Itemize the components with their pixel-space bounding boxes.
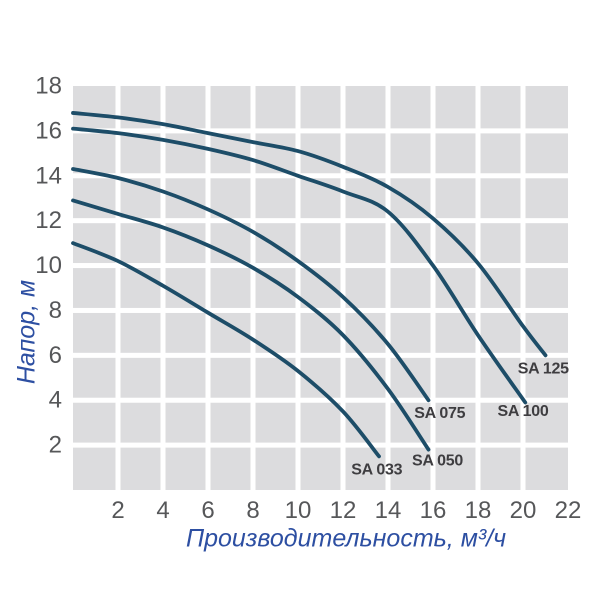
x-tick-label: 6 — [201, 497, 214, 524]
y-tick-label: 16 — [35, 117, 62, 144]
x-tick-label: 8 — [246, 497, 259, 524]
y-tick-label: 6 — [49, 342, 62, 369]
gridline-horizontal — [73, 128, 568, 134]
plot-area — [73, 86, 568, 490]
x-tick-label: 20 — [510, 497, 537, 524]
y-tick-label: 12 — [35, 207, 62, 234]
gridline-vertical — [430, 86, 436, 490]
curve-sa-033 — [71, 241, 381, 459]
y-tick-label: 4 — [49, 387, 62, 414]
x-tick-label: 18 — [465, 497, 492, 524]
x-tick-label: 22 — [555, 497, 582, 524]
gridline-horizontal — [73, 173, 568, 179]
gridline-horizontal — [73, 307, 568, 313]
curve-sa-075 — [71, 167, 431, 403]
curve-label: SA 075 — [414, 405, 465, 422]
y-axis-title: Напор, м — [12, 279, 41, 385]
y-tick-label: 10 — [35, 252, 62, 279]
gridline-vertical — [475, 86, 481, 490]
x-tick-label: 2 — [111, 497, 124, 524]
curve-label: SA 033 — [351, 461, 402, 478]
curve-label: SA 100 — [498, 403, 549, 420]
x-tick-label: 4 — [156, 497, 169, 524]
y-tick-label: 18 — [35, 73, 62, 100]
gridline-vertical — [115, 86, 121, 490]
gridline-horizontal — [73, 263, 568, 269]
gridline-vertical — [385, 86, 391, 490]
x-tick-label: 14 — [375, 497, 402, 524]
gridline-vertical — [250, 86, 256, 490]
x-tick-label: 12 — [330, 497, 357, 524]
x-tick-label: 16 — [420, 497, 447, 524]
x-tick-label: 10 — [285, 497, 312, 524]
x-axis-title: Производительность, м³/ч — [185, 524, 507, 553]
gridline-horizontal — [73, 218, 568, 224]
gridline-vertical — [160, 86, 166, 490]
gridline-horizontal — [73, 442, 568, 448]
y-tick-label: 2 — [49, 432, 62, 459]
gridline-horizontal — [73, 352, 568, 358]
curve-label: SA 050 — [412, 452, 463, 469]
gridline-horizontal — [73, 397, 568, 403]
y-tick-label: 14 — [35, 162, 62, 189]
gridline-vertical — [520, 86, 526, 490]
curve-sa-050 — [71, 198, 431, 452]
curve-sa-100 — [71, 126, 528, 405]
curve-label: SA 125 — [518, 360, 569, 377]
gridline-vertical — [295, 86, 301, 490]
gridline-vertical — [340, 86, 346, 490]
curve-sa-125 — [71, 111, 548, 358]
y-tick-label: 8 — [49, 297, 62, 324]
gridline-vertical — [205, 86, 211, 490]
